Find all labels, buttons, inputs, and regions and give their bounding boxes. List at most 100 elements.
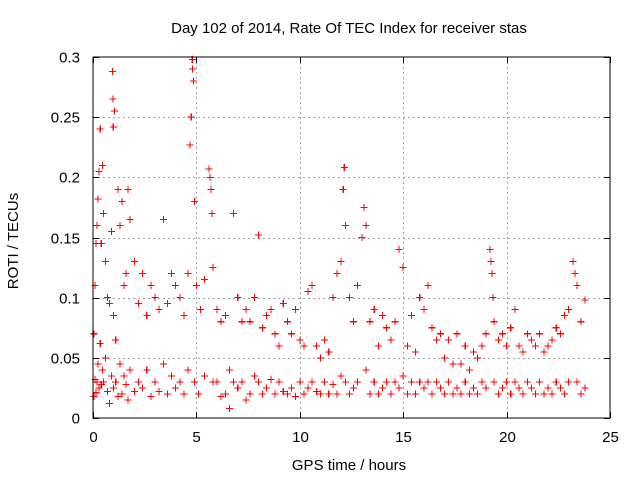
data-point-marker bbox=[304, 288, 312, 296]
x-tick-label: 20 bbox=[499, 429, 516, 446]
x-tick-label: 0 bbox=[89, 429, 97, 446]
data-point-marker bbox=[168, 270, 176, 278]
data-point-marker bbox=[254, 231, 262, 239]
data-point-marker bbox=[189, 65, 197, 73]
data-point-marker bbox=[283, 318, 291, 326]
data-point-marker bbox=[366, 318, 374, 326]
data-point-marker bbox=[474, 354, 482, 362]
data-point-marker bbox=[445, 378, 453, 386]
data-point-marker bbox=[109, 95, 117, 103]
data-point-marker bbox=[478, 342, 486, 350]
data-point-marker bbox=[206, 173, 214, 181]
data-point-marker bbox=[428, 324, 436, 332]
data-point-marker bbox=[511, 378, 519, 386]
data-point-marker bbox=[271, 330, 279, 338]
data-point-marker bbox=[482, 384, 490, 392]
data-point-marker bbox=[461, 378, 469, 386]
data-point-marker bbox=[120, 372, 128, 380]
data-point-marker bbox=[163, 300, 171, 308]
data-point-marker bbox=[308, 378, 316, 386]
data-point-marker bbox=[201, 372, 209, 380]
data-point-marker bbox=[238, 378, 246, 386]
data-point-marker bbox=[230, 209, 238, 217]
data-point-marker bbox=[116, 360, 124, 368]
data-point-marker bbox=[143, 366, 151, 374]
data-point-marker bbox=[358, 234, 366, 241]
data-point-marker bbox=[515, 384, 523, 392]
data-point-marker bbox=[403, 390, 411, 398]
data-point-marker bbox=[489, 294, 497, 302]
data-point-marker bbox=[292, 392, 300, 400]
data-point-marker bbox=[449, 360, 457, 368]
data-point-marker bbox=[391, 318, 399, 326]
data-point-marker bbox=[548, 390, 556, 398]
data-point-marker bbox=[428, 390, 436, 398]
data-points bbox=[90, 55, 589, 412]
data-point-marker bbox=[337, 258, 345, 266]
data-point-marker bbox=[412, 390, 420, 398]
data-point-marker bbox=[507, 324, 515, 332]
data-point-marker bbox=[124, 185, 132, 193]
data-point-marker bbox=[217, 392, 225, 400]
data-point-marker bbox=[304, 384, 312, 392]
y-tick-label: 0 bbox=[72, 411, 80, 428]
data-point-marker bbox=[225, 404, 233, 412]
data-point-marker bbox=[457, 360, 465, 368]
data-point-marker bbox=[108, 372, 116, 380]
y-tick-label: 0.25 bbox=[51, 110, 80, 127]
data-point-marker bbox=[432, 336, 440, 344]
data-point-marker bbox=[180, 312, 188, 320]
data-point-marker bbox=[275, 378, 283, 386]
data-point-marker bbox=[573, 282, 581, 290]
data-point-marker bbox=[147, 282, 155, 290]
data-point-marker bbox=[571, 270, 579, 278]
data-point-marker bbox=[465, 366, 473, 374]
data-point-marker bbox=[399, 372, 407, 380]
data-point-marker bbox=[95, 384, 103, 392]
data-point-marker bbox=[581, 384, 589, 392]
data-point-marker bbox=[494, 390, 502, 398]
data-point-marker bbox=[267, 375, 275, 383]
data-point-marker bbox=[197, 306, 205, 314]
data-point-marker bbox=[544, 384, 552, 392]
data-point-marker bbox=[436, 384, 444, 392]
data-point-marker bbox=[482, 330, 490, 338]
data-point-marker bbox=[207, 185, 215, 193]
data-point-marker bbox=[126, 215, 134, 223]
data-point-marker bbox=[116, 221, 124, 229]
data-point-marker bbox=[194, 390, 202, 398]
data-point-marker bbox=[242, 396, 250, 404]
data-point-marker bbox=[474, 390, 482, 398]
data-point-marker bbox=[271, 390, 279, 398]
data-point-marker bbox=[108, 227, 116, 235]
data-point-marker bbox=[112, 378, 120, 386]
data-point-marker bbox=[225, 366, 233, 374]
data-point-marker bbox=[490, 378, 498, 386]
x-tick-label: 15 bbox=[395, 429, 412, 446]
data-point-marker bbox=[379, 384, 387, 392]
data-point-marker bbox=[487, 258, 495, 266]
chart-title: Day 102 of 2014, Rate Of TEC Index for r… bbox=[171, 20, 527, 37]
x-tick-label: 10 bbox=[292, 429, 309, 446]
data-point-marker bbox=[449, 390, 457, 398]
data-point-marker bbox=[250, 294, 258, 302]
data-point-marker bbox=[103, 388, 111, 396]
data-point-marker bbox=[350, 318, 358, 326]
data-point-marker bbox=[96, 125, 104, 133]
data-point-marker bbox=[387, 390, 395, 398]
data-point-marker bbox=[424, 378, 432, 386]
data-point-marker bbox=[345, 390, 353, 398]
data-point-marker bbox=[151, 294, 159, 302]
data-point-marker bbox=[540, 348, 548, 356]
data-point-marker bbox=[453, 384, 461, 392]
data-point-marker bbox=[577, 318, 585, 326]
data-point-marker bbox=[143, 312, 151, 320]
data-point-marker bbox=[96, 339, 104, 347]
data-point-marker bbox=[407, 312, 415, 320]
data-point-marker bbox=[536, 378, 544, 386]
data-point-marker bbox=[120, 282, 128, 290]
data-point-marker bbox=[383, 378, 391, 386]
data-point-marker bbox=[99, 378, 107, 386]
data-point-marker bbox=[436, 330, 444, 338]
data-point-marker bbox=[503, 378, 511, 386]
